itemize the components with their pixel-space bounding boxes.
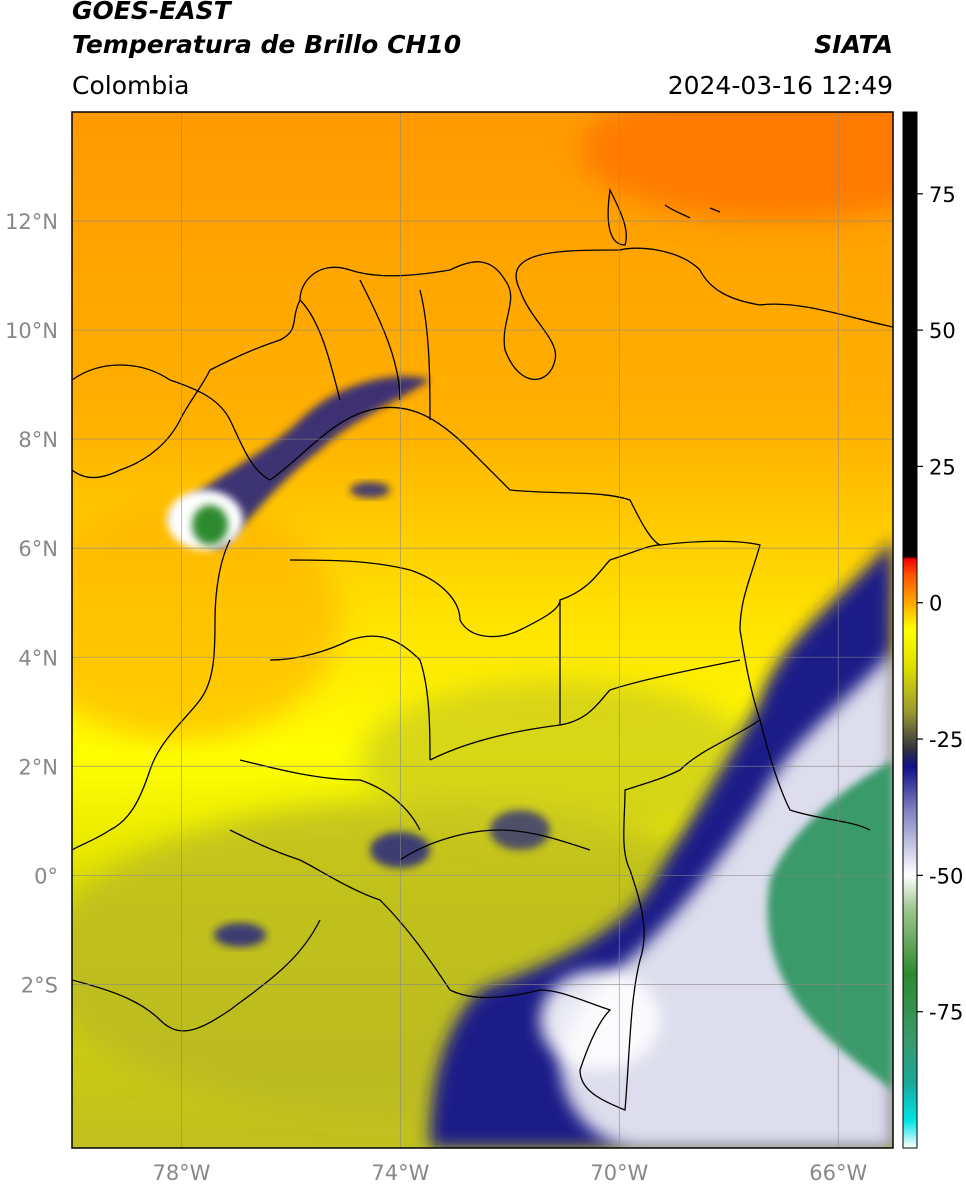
brand-label: SIATA (814, 30, 893, 59)
lon-tick-label: 78°W (152, 1161, 210, 1185)
region-label: Colombia (72, 71, 190, 100)
coastlines-and-borders (72, 187, 893, 1111)
satellite-title: GOES-EAST (72, 0, 231, 25)
colorbar-ticks: 75 50 25 0 -25 -50 -75 (917, 183, 963, 1025)
product-title: Temperatura de Brillo CH10 (72, 30, 462, 59)
colorbar-tick-label: 25 (929, 455, 956, 479)
lat-tick-label: 2°N (18, 755, 58, 779)
colorbar-tick-label: 50 (929, 319, 956, 343)
colorbar (902, 111, 918, 1149)
lon-tick-label: 66°W (809, 1161, 867, 1185)
graticule (72, 112, 893, 1148)
lon-tick-label: 70°W (590, 1161, 648, 1185)
lat-tick-label: 2°S (21, 973, 58, 997)
lat-tick-label: 0° (34, 864, 58, 888)
longitude-labels: 78°W 74°W 70°W 66°W (152, 1161, 867, 1185)
map-frame (71, 111, 894, 1149)
lat-tick-label: 10°N (5, 319, 58, 343)
colorbar-tick-label: 75 (929, 183, 956, 207)
brightness-temperature-field (72, 112, 893, 1148)
colorbar-tick-label: 0 (929, 592, 942, 616)
lat-tick-label: 4°N (18, 646, 58, 670)
lat-tick-label: 12°N (5, 210, 58, 234)
lat-tick-label: 6°N (18, 537, 58, 561)
latitude-labels: 12°N 10°N 8°N 6°N 4°N 2°N 0° 2°S (5, 210, 58, 997)
colorbar-tick-label: -75 (929, 1001, 963, 1025)
timestamp-label: 2024-03-16 12:49 (667, 71, 893, 100)
lon-tick-label: 74°W (371, 1161, 429, 1185)
colorbar-tick-label: -50 (929, 864, 963, 888)
colorbar-tick-label: -25 (929, 728, 963, 752)
lat-tick-label: 8°N (18, 428, 58, 452)
